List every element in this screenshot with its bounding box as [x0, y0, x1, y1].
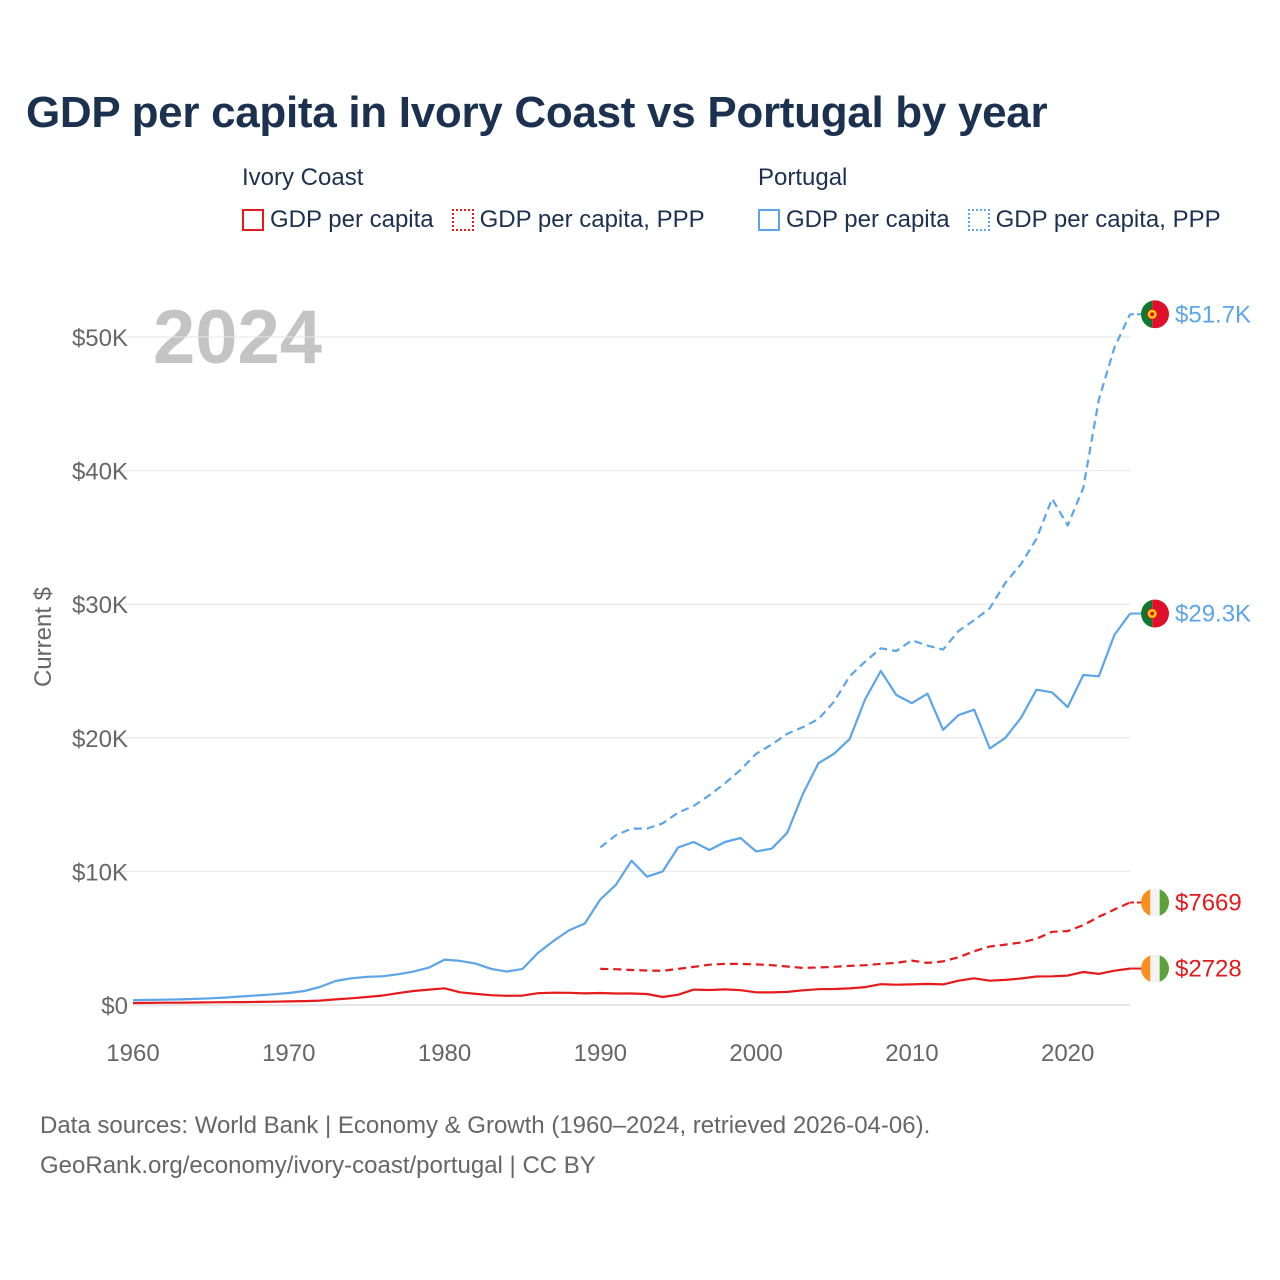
legend-item-ivory-coast-gdp-ppp[interactable]: GDP per capita, PPP — [451, 204, 705, 236]
series-line-0[interactable] — [599, 313, 1131, 849]
ivory-coast-flag-icon — [1141, 888, 1169, 917]
grid-lines — [110, 336, 1130, 872]
y-axis-label: Current $ — [30, 587, 57, 687]
endpoint-value-label: $7669 — [1175, 890, 1242, 917]
legend-swatch-dotted-red — [451, 209, 474, 231]
footer-link[interactable]: GeoRank.org/economy/ivory-coast/portugal… — [40, 1152, 596, 1179]
axes: $0 $10K $20K $30K $40K $50K 1960 1970 1980 1990 20… — [72, 325, 1130, 1067]
portugal-flag-icon — [1141, 599, 1169, 628]
endpoint-value-label: $51.7K — [1175, 301, 1251, 328]
series-lines — [132, 313, 1131, 1005]
footer-source: Data sources: World Bank | Economy & Gro… — [40, 1112, 931, 1139]
y-tick-label: $40K — [72, 459, 128, 486]
x-tick-label: 2000 — [729, 1040, 782, 1067]
x-tick-label: 1980 — [418, 1040, 471, 1067]
legend-group-portugal: Portugal GDP per capita GDP per capita, … — [758, 162, 1221, 236]
legend-label: GDP per capita, PPP — [995, 206, 1221, 233]
legend-item-ivory-coast-gdp[interactable]: GDP per capita — [242, 204, 434, 236]
footer: Data sources: World Bank | Economy & Gro… — [40, 1106, 930, 1186]
y-tick-label: $30K — [72, 592, 128, 619]
series-line-2[interactable] — [600, 901, 1131, 972]
legend-label: GDP per capita — [270, 206, 434, 233]
series-line-1[interactable] — [132, 612, 1131, 1002]
x-tick-label: 1970 — [262, 1040, 315, 1067]
endpoint-value-label: $29.3K — [1175, 601, 1251, 628]
legend-swatch-dotted-blue — [967, 209, 990, 231]
x-tick-label: 2020 — [1041, 1040, 1094, 1067]
endpoint-value-label: $2728 — [1175, 956, 1242, 983]
chart-title: GDP per capita in Ivory Coast vs Portuga… — [26, 88, 1048, 137]
x-tick-label: 2010 — [885, 1040, 938, 1067]
legend-group-title-portugal: Portugal — [758, 164, 848, 191]
legend-group-ivory-coast: Ivory Coast GDP per capita GDP per capit… — [242, 162, 705, 236]
endpoint-markers: $51.7K $29.3K $7669 $2728 — [1130, 300, 1251, 983]
legend-swatch-solid-blue — [758, 209, 780, 231]
legend-group-title-ivory-coast: Ivory Coast — [242, 164, 364, 191]
y-tick-label: $50K — [72, 325, 128, 352]
x-tick-label: 1960 — [106, 1040, 159, 1067]
y-tick-label: $0 — [101, 993, 128, 1020]
ivory-coast-flag-icon — [1141, 954, 1169, 983]
legend-item-portugal-gdp-ppp[interactable]: GDP per capita, PPP — [967, 204, 1221, 236]
y-tick-label: $10K — [72, 859, 128, 886]
legend-swatch-solid-red — [242, 209, 264, 231]
y-tick-label: $20K — [72, 726, 128, 753]
portugal-flag-icon — [1141, 300, 1169, 329]
series-line-3[interactable] — [132, 967, 1131, 1005]
x-tick-label: 1990 — [574, 1040, 627, 1067]
legend-label: GDP per capita, PPP — [479, 206, 705, 233]
legend-item-portugal-gdp[interactable]: GDP per capita — [758, 204, 950, 236]
legend-label: GDP per capita — [786, 206, 950, 233]
